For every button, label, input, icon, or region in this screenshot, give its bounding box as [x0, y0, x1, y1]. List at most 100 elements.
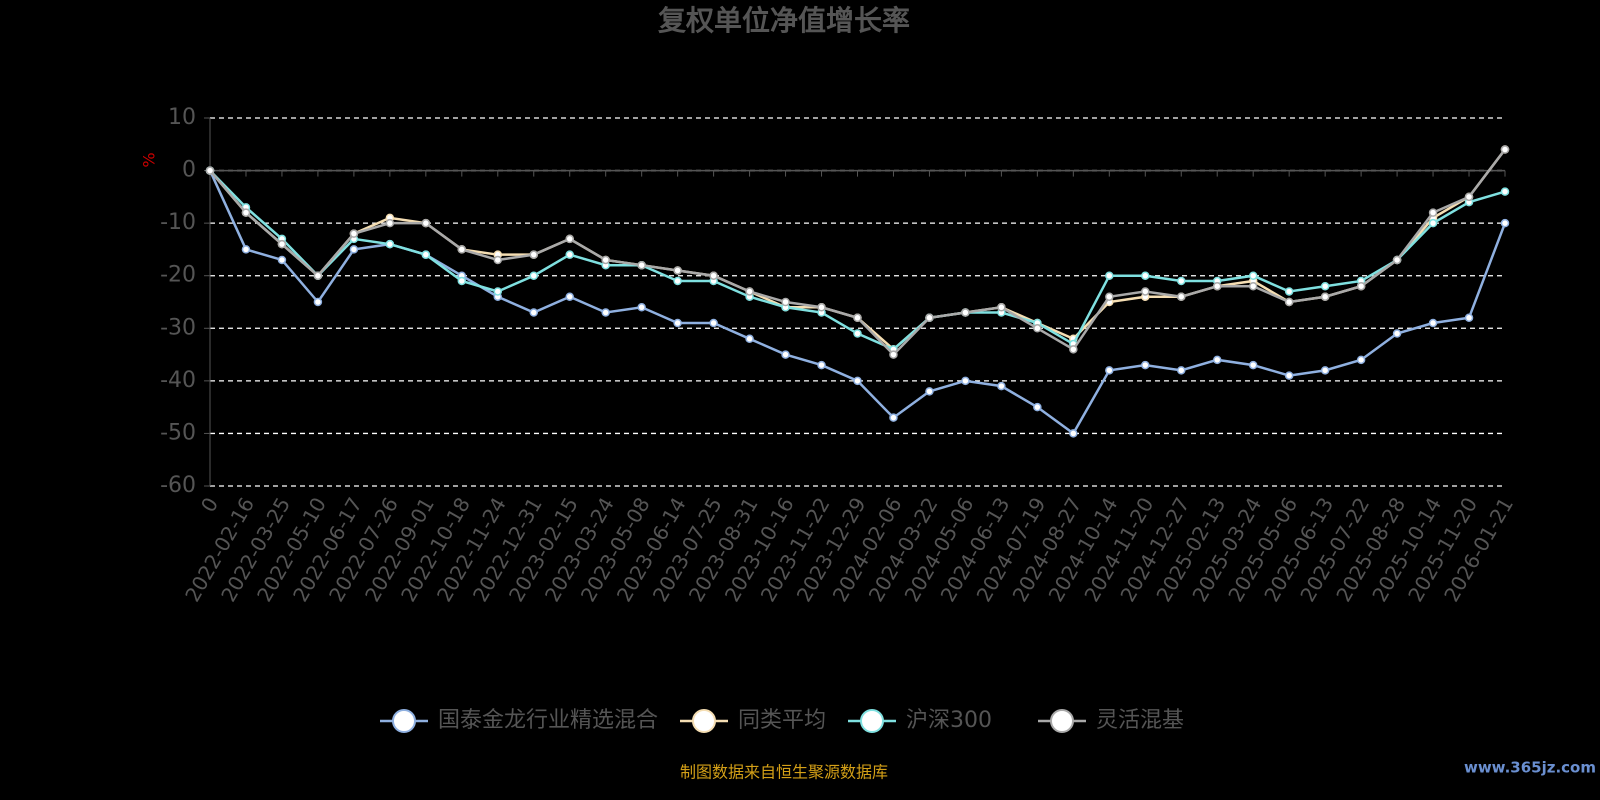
point: [457, 245, 467, 254]
point: [1069, 429, 1078, 438]
point: [1069, 345, 1078, 354]
source-note: 制图数据来自恒生聚源数据库: [680, 763, 888, 782]
y-tick-label: -40: [160, 368, 196, 393]
point: [1033, 402, 1042, 412]
point: [1177, 276, 1186, 286]
point: [529, 308, 538, 317]
point: [709, 318, 718, 328]
point: [205, 166, 215, 175]
point: [745, 287, 754, 296]
point: [1320, 281, 1330, 291]
point: [565, 234, 574, 244]
point: [1284, 287, 1294, 296]
point: [637, 303, 646, 312]
point: [1500, 218, 1510, 228]
y-tick-label: -10: [160, 210, 196, 235]
legend-marker: [692, 709, 716, 733]
point: [673, 276, 682, 286]
point: [313, 271, 323, 280]
point: [1464, 313, 1474, 323]
point: [529, 271, 538, 280]
point: [889, 413, 898, 422]
point: [277, 255, 287, 265]
point: [1392, 255, 1402, 265]
point: [745, 334, 754, 344]
legend-marker: [392, 709, 416, 733]
point: [1105, 292, 1114, 301]
legend-label: 同类平均: [738, 708, 826, 733]
point: [313, 297, 323, 307]
point: [1141, 271, 1150, 280]
point: [1320, 366, 1330, 375]
point: [997, 381, 1006, 391]
point: [1428, 208, 1438, 217]
point: [493, 287, 503, 296]
point: [1464, 192, 1474, 202]
point: [889, 350, 898, 359]
point: [1033, 324, 1042, 333]
point: [1105, 366, 1114, 375]
point: [1356, 281, 1366, 291]
point: [421, 250, 431, 259]
point: [1212, 355, 1222, 365]
legend-marker: [860, 709, 884, 733]
y-tick-label: -50: [160, 420, 196, 445]
point: [961, 308, 970, 317]
point: [601, 308, 610, 317]
point: [349, 245, 359, 254]
y-tick-label: -60: [160, 473, 196, 498]
point: [1428, 218, 1438, 228]
legend-marker: [1050, 709, 1074, 733]
point: [241, 245, 251, 254]
point: [1284, 371, 1294, 380]
watermark: www.365jz.com: [1464, 759, 1596, 777]
point: [853, 376, 862, 386]
point: [601, 255, 610, 265]
point: [565, 292, 574, 301]
point: [385, 218, 395, 228]
point: [1141, 287, 1150, 296]
point: [241, 208, 251, 217]
point: [1392, 329, 1402, 338]
point: [421, 218, 431, 228]
point: [817, 360, 826, 370]
series-line: [209, 148, 1506, 357]
point: [817, 303, 826, 312]
series-line: [209, 169, 1506, 351]
y-tick-label: 10: [168, 105, 196, 130]
point: [1248, 360, 1258, 370]
point: [781, 297, 790, 307]
series-line: [208, 170, 1507, 436]
point: [673, 318, 682, 328]
point: [997, 303, 1006, 312]
point: [781, 350, 790, 359]
point: [385, 239, 395, 249]
point: [349, 229, 359, 238]
chart-title: 复权单位净值增长率: [658, 4, 910, 37]
point: [1320, 292, 1330, 301]
x-tick-label: 0: [196, 493, 223, 516]
point: [565, 250, 574, 259]
point: [1356, 355, 1366, 365]
point: [1500, 187, 1510, 196]
y-tick-label: 0: [182, 158, 196, 183]
y-tick-label: -20: [160, 263, 196, 288]
point: [637, 260, 646, 270]
y-tick-label: -30: [160, 315, 196, 340]
point: [529, 250, 538, 259]
point: [1428, 318, 1438, 328]
point: [1212, 281, 1222, 291]
point: [457, 276, 467, 286]
point: [673, 266, 682, 275]
point: [1284, 297, 1294, 307]
point: [1141, 360, 1150, 370]
point: [1248, 271, 1258, 280]
point: [853, 329, 862, 338]
point: [853, 313, 862, 323]
y-axis-label: %: [140, 152, 159, 167]
legend-label: 灵活混基: [1096, 708, 1184, 733]
point: [277, 239, 287, 249]
point: [1500, 145, 1510, 154]
point: [709, 271, 718, 280]
point: [1105, 271, 1114, 280]
